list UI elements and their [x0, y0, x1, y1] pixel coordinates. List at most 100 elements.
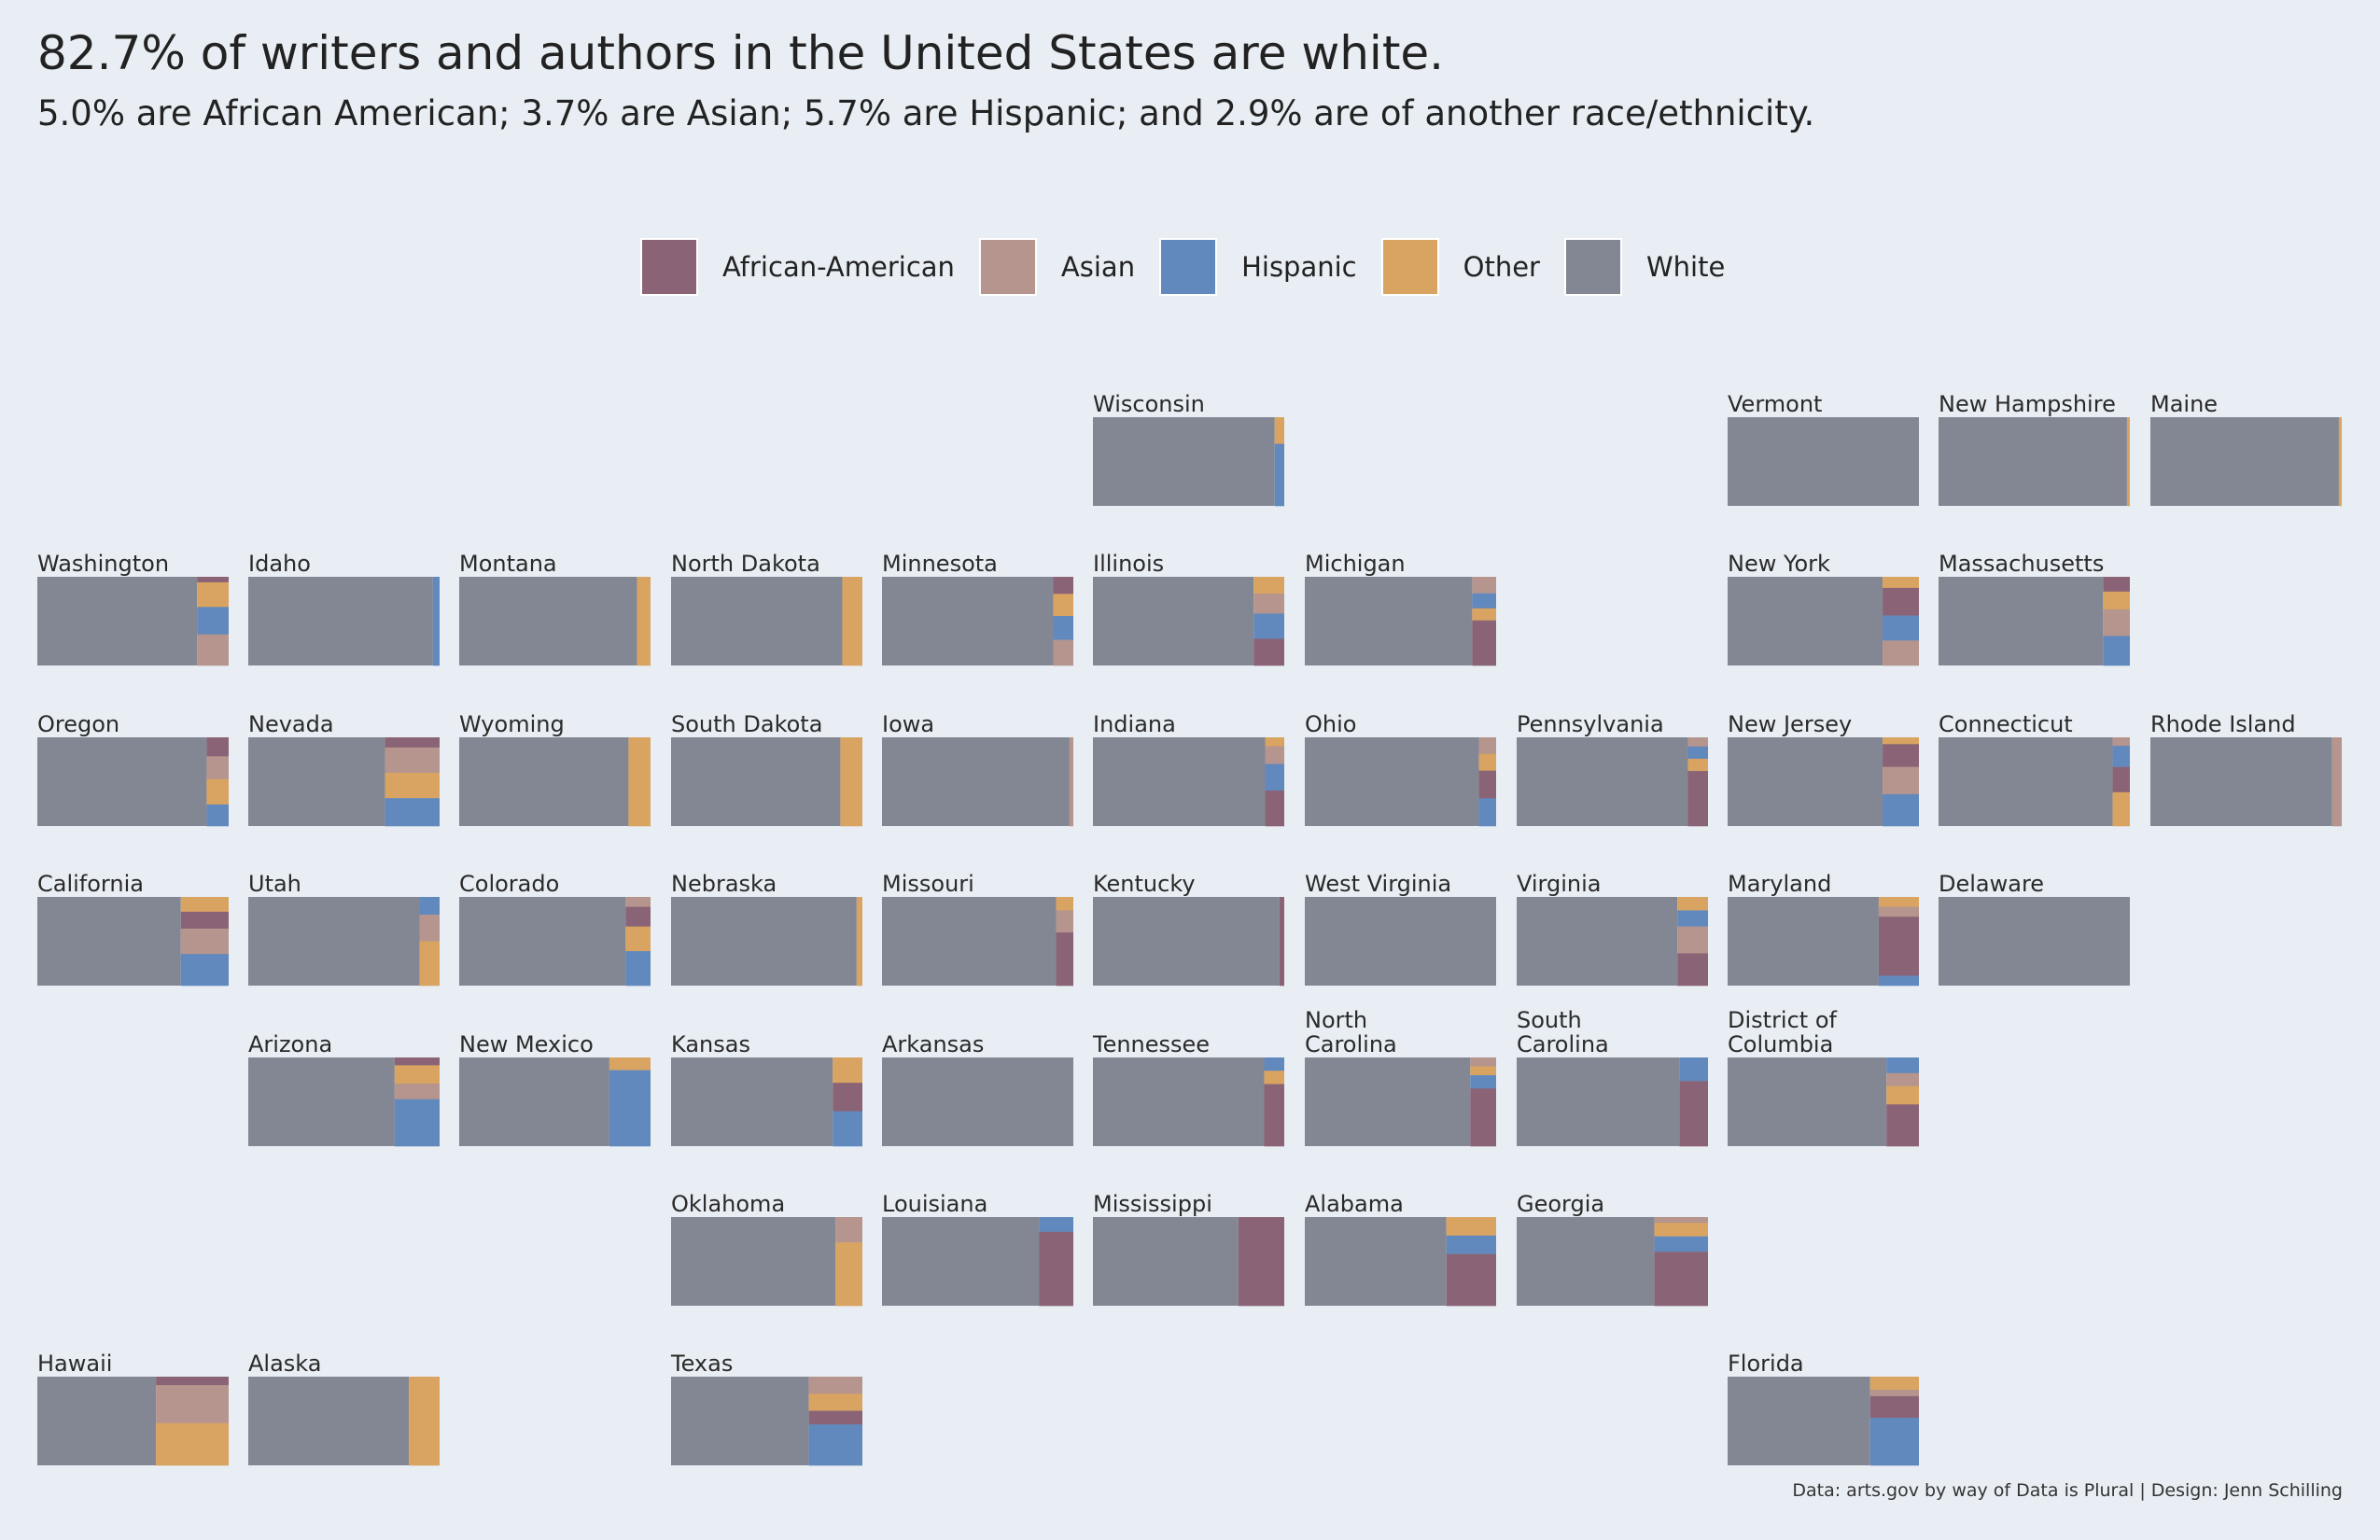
bar-segment-other — [808, 1393, 862, 1411]
bar-segment-asian — [2112, 737, 2130, 747]
bar-segment-asian — [1886, 1072, 1919, 1087]
bar-segment-other — [1253, 577, 1284, 595]
state-tile-new-jersey: New Jersey — [1728, 711, 1919, 827]
state-tile-new-york: New York — [1728, 551, 1919, 666]
bar-segment-asian — [1883, 766, 1919, 795]
bar-segment-hisp — [1053, 616, 1073, 640]
bar-segment-white — [459, 737, 629, 826]
bar-segment-other — [1478, 753, 1496, 771]
state-tile-virginia: Virginia — [1517, 871, 1708, 987]
bar-segment-white — [459, 577, 637, 665]
bar-segment-hisp — [1883, 793, 1919, 827]
bar-segment-white — [37, 897, 181, 986]
bar-segment-aa — [1053, 577, 1073, 595]
bar-segment-aa — [180, 911, 229, 930]
bar-segment-aa — [2103, 577, 2130, 593]
state-label: Delaware — [1939, 871, 2044, 897]
state-tile-oklahoma: Oklahoma — [671, 1191, 862, 1307]
state-label: Missouri — [882, 871, 974, 897]
bar-segment-white — [1517, 737, 1688, 826]
bar-segment-white — [1728, 897, 1879, 986]
bar-segment-aa — [1039, 1231, 1073, 1307]
state-tile-connecticut: Connecticut — [1939, 711, 2130, 827]
bar-segment-other — [1053, 594, 1073, 617]
bar-segment-hisp — [2112, 746, 2130, 767]
bar-segment-hisp — [1478, 798, 1496, 827]
bar-segment-aa — [1253, 638, 1284, 666]
state-label: Carolina — [1517, 1031, 1609, 1057]
state-tile-iowa: Iowa — [882, 711, 1073, 827]
state-tile-oregon: Oregon — [37, 711, 229, 827]
bar-segment-white — [248, 1057, 395, 1146]
bar-segment-asian — [385, 747, 440, 774]
state-tile-texas: Texas — [670, 1351, 862, 1466]
bar-segment-white — [1728, 417, 1919, 506]
bar-segment-asian — [2103, 609, 2130, 637]
legend: African-American Asian Hispanic Other Wh… — [640, 237, 1749, 297]
bar-segment-aa — [1677, 953, 1708, 987]
bar-segment-asian — [1472, 577, 1496, 595]
bar-segment-white — [1093, 1217, 1239, 1306]
bar-segment-white — [882, 1057, 1073, 1146]
legend-item-other: Other — [1380, 238, 1540, 296]
bar-segment-hisp — [1472, 593, 1496, 609]
legend-item-asian: Asian — [978, 238, 1135, 296]
state-tile-kentucky: Kentucky — [1093, 871, 1284, 987]
bar-segment-white — [248, 737, 385, 826]
state-label: Oregon — [37, 711, 119, 737]
state-tile-minnesota: Minnesota — [882, 551, 1073, 666]
bar-segment-white — [1517, 897, 1678, 986]
bar-segment-other — [609, 1057, 651, 1071]
state-label: Michigan — [1305, 551, 1406, 577]
legend-swatch-white — [1563, 238, 1622, 296]
state-label: Kentucky — [1093, 871, 1196, 897]
bar-segment-white — [1728, 1057, 1887, 1146]
bar-segment-other — [1677, 897, 1708, 911]
bar-segment-other — [1446, 1217, 1496, 1237]
state-label: Arizona — [248, 1031, 332, 1057]
bar-segment-hisp — [1274, 443, 1284, 507]
state-label: South Dakota — [671, 711, 822, 737]
bar-segment-hisp — [1869, 1418, 1919, 1466]
state-label: Utah — [248, 871, 301, 897]
state-label: Carolina — [1305, 1031, 1397, 1057]
bar-segment-white — [1939, 737, 2113, 826]
bar-segment-other — [409, 1377, 440, 1466]
state-tile-vermont: Vermont — [1728, 391, 1919, 506]
bar-segment-asian — [808, 1377, 862, 1394]
bar-segment-other — [206, 778, 229, 805]
state-tile-hawaii: Hawaii — [37, 1351, 229, 1466]
legend-swatch-african-american — [640, 238, 698, 296]
state-tile-georgia: Georgia — [1517, 1191, 1708, 1307]
bar-segment-white — [248, 1377, 410, 1465]
state-label: Alabama — [1305, 1191, 1404, 1217]
state-label: Mississippi — [1093, 1191, 1212, 1217]
legend-item-white: White — [1563, 238, 1725, 296]
chart-subtitle: 5.0% are African American; 3.7% are Asia… — [37, 93, 1815, 133]
state-label: New Hampshire — [1939, 391, 2116, 417]
state-label: Columbia — [1728, 1031, 1833, 1057]
state-label: New York — [1728, 551, 1830, 577]
bar-segment-white — [1728, 1377, 1870, 1465]
state-tile-pennsylvania: Pennsylvania — [1517, 711, 1708, 827]
bar-segment-white — [671, 1377, 809, 1465]
bar-segment-other — [419, 941, 440, 987]
state-tile-florida: Florida — [1728, 1351, 1919, 1466]
bar-segment-asian — [1056, 910, 1073, 933]
bar-segment-hisp — [1883, 615, 1919, 641]
bar-segment-aa — [1654, 1252, 1708, 1307]
state-label: Montana — [459, 551, 557, 577]
bar-segment-white — [1093, 897, 1280, 986]
bar-segment-white — [1939, 577, 2104, 665]
bar-segment-white — [1305, 577, 1473, 665]
bar-segment-other — [835, 1242, 862, 1307]
bar-segment-aa — [1687, 771, 1708, 827]
bar-segment-hisp — [1677, 910, 1708, 927]
bar-segment-aa — [1886, 1104, 1919, 1147]
bar-segment-white — [1728, 577, 1883, 665]
bar-segment-aa — [1869, 1395, 1919, 1419]
bar-segment-hisp — [180, 954, 229, 987]
state-label: North Dakota — [671, 551, 820, 577]
state-label: Alaska — [248, 1351, 321, 1377]
bar-segment-hisp — [197, 607, 229, 636]
